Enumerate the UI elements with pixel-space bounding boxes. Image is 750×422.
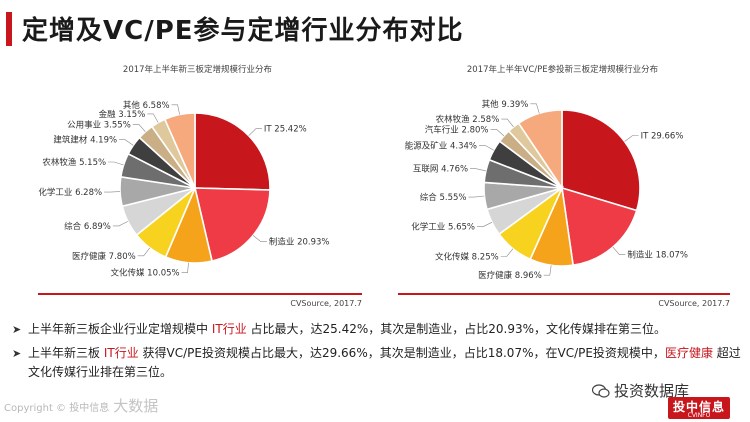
slice-label: 农林牧渔 5.15% — [42, 157, 106, 168]
page-title: 定增及VC/PE参与定增行业分布对比 — [22, 16, 464, 46]
pie-chart-vcpe: 2017年上半年VC/PE参投新三板定增规模行业分布 IT 29.66% 制造业 1… — [390, 58, 735, 313]
chart-title: 2017年上半年VC/PE参投新三板定增规模行业分布 — [467, 64, 658, 75]
bullet-arrow-icon: ➤ — [12, 323, 22, 336]
leader-line — [119, 139, 134, 146]
leader-line — [132, 124, 146, 132]
slice-label: 汽车行业 2.80% — [425, 124, 489, 135]
highlight-healthcare: 医疗健康 — [664, 346, 713, 360]
wechat-account-name: 投资数据库 — [614, 382, 690, 400]
wechat-icon — [592, 383, 610, 398]
leader-line — [479, 145, 494, 151]
title-accent-bar — [6, 12, 12, 46]
pie-slice — [163, 112, 196, 189]
leader-line — [500, 248, 514, 257]
slice-label: 综合 5.55% — [420, 192, 467, 203]
logo-sub-text: CVINFO — [687, 412, 711, 419]
bullet-text: 上半年新三板 — [28, 346, 104, 360]
slice-label: 建筑建材 4.19% — [53, 135, 117, 146]
chart-title: 2017年上半年新三板定增规模行业分布 — [123, 64, 272, 75]
leader-line — [137, 247, 151, 257]
leader-line — [501, 118, 514, 128]
bullet-item: ➤ 上半年新三板 IT行业 获得VC/PE投资规模占比最大，达29.66%，其次… — [10, 344, 745, 382]
slice-label: 金融 3.15% — [99, 109, 146, 120]
slice-label: 综合 6.89% — [64, 221, 111, 232]
leader-line — [530, 103, 540, 114]
slice-label: 其他 6.58% — [123, 100, 170, 111]
leader-line — [490, 129, 505, 137]
bullet-item: ➤ 上半年新三板企业行业定增规模中 IT行业 占比最大，达25.42%，其次是制… — [10, 320, 745, 339]
leader-line — [248, 128, 262, 136]
pie-chart-right-svg: 2017年上半年VC/PE参投新三板定增规模行业分布 IT 29.66% 制造业 1… — [398, 64, 730, 308]
slice-label: 农林牧渔 2.58% — [436, 114, 500, 125]
slice-label: 医疗健康 7.80% — [72, 251, 136, 262]
highlight-it: IT行业 — [103, 346, 139, 360]
slice-label: 其他 9.39% — [482, 99, 529, 110]
leader-line — [147, 113, 159, 123]
cvinfo-logo: 投中信息 CVINFO — [668, 397, 730, 419]
slice-label: 互联网 4.76% — [413, 165, 468, 175]
chart-source: CVSource, 2017.7 — [658, 299, 730, 308]
slice-label: 制造业 18.07% — [627, 250, 688, 261]
chart-source: CVSource, 2017.7 — [290, 299, 362, 308]
slice-label: 能源及矿业 4.34% — [405, 140, 477, 151]
pie-slice — [517, 109, 563, 191]
wechat-watermark: 投资数据库 — [592, 380, 689, 401]
leader-line — [171, 104, 180, 115]
leader-line — [252, 235, 267, 242]
leader-line — [104, 191, 121, 193]
slice-label: 制造业 20.93% — [269, 237, 330, 248]
leader-line — [108, 161, 124, 166]
leader-line — [543, 265, 552, 276]
watermark-bigdata-text: 大数据 — [113, 397, 159, 415]
pie-chart-left-svg: 2017年上半年新三板定增规模行业分布 IT 25.42% 制造业 20.93% 文化… — [38, 64, 362, 308]
leader-line — [181, 262, 189, 273]
highlight-it: IT行业 — [211, 322, 247, 336]
pie-slice — [561, 186, 638, 267]
slice-label: 公用事业 3.55% — [67, 119, 131, 130]
summary-bullets: ➤ 上半年新三板企业行业定增规模中 IT行业 占比最大，达25.42%，其次是制… — [10, 320, 745, 387]
bullet-text: 获得VC/PE投资规模占比最大，达29.66%，其次是制造业，占比18.07%，… — [138, 346, 665, 360]
slice-label: 文化传媒 8.25% — [435, 252, 499, 263]
slice-label: IT 29.66% — [641, 132, 684, 142]
pie-slice — [194, 112, 271, 191]
bullet-text: 上半年新三板企业行业定增规模中 — [28, 322, 212, 336]
bullet-text: 占比最大，达25.42%，其次是制造业，占比20.93%，文化传媒排在第三位。 — [246, 322, 667, 336]
bullet-text: 超过文化传媒行业排在第三位。 — [28, 346, 741, 379]
leader-line — [468, 195, 485, 198]
watermark-copyright: Copyright © 投中信息 大数据 — [4, 395, 158, 416]
slice-label: 文化传媒 10.05% — [110, 268, 179, 279]
leader-line — [624, 135, 639, 142]
pie-chart-newthree-board: 2017年上半年新三板定增规模行业分布 IT 25.42% 制造业 20.93% 文化… — [30, 58, 365, 313]
slice-label: 医疗健康 8.96% — [478, 270, 542, 281]
watermark-copyright-text: Copyright © 投中信息 — [4, 403, 110, 414]
slice-label: IT 25.42% — [264, 125, 307, 135]
slice-label: 化学工业 6.28% — [38, 187, 102, 198]
bullet-arrow-icon: ➤ — [12, 347, 22, 360]
leader-line — [612, 246, 626, 255]
logo-main-text: 投中信息 — [672, 400, 725, 414]
slice-label: 化学工业 5.65% — [411, 222, 475, 233]
leader-line — [470, 168, 486, 172]
leader-line — [477, 222, 493, 227]
leader-line — [112, 221, 129, 227]
